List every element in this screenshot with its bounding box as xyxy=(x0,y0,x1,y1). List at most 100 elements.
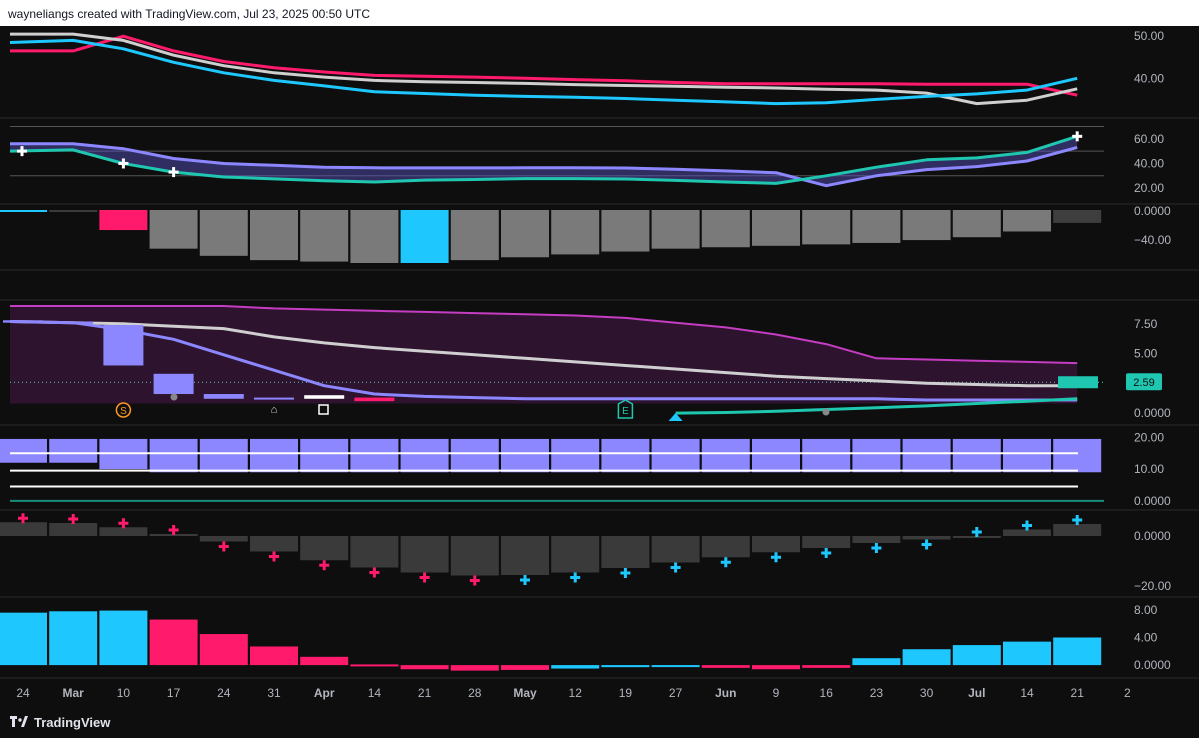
histogram-bar xyxy=(601,210,650,252)
y-tick-label: 4.00 xyxy=(1134,631,1158,645)
histogram-bar xyxy=(902,210,951,241)
tradingview-logo-icon xyxy=(10,716,28,727)
candle-body xyxy=(304,395,345,399)
histogram-bar xyxy=(852,658,901,666)
candle-body xyxy=(354,397,395,402)
range-bar xyxy=(400,438,449,473)
panel-1-series-line xyxy=(9,38,1078,106)
histogram-bar xyxy=(802,536,851,548)
y-tick-label: 40.00 xyxy=(1134,156,1164,170)
signal-e-label: E xyxy=(622,406,629,417)
histogram-bar xyxy=(1003,641,1051,666)
range-bar xyxy=(752,438,800,473)
signal-marker xyxy=(18,513,28,524)
panel-4-upper-band xyxy=(10,305,1078,365)
histogram-bar xyxy=(651,210,700,249)
signal-marker xyxy=(168,525,179,535)
y-tick-label: 5.00 xyxy=(1134,347,1158,361)
y-tick-label: 20.00 xyxy=(1134,181,1164,195)
histogram-bar xyxy=(701,665,750,668)
signal-marker xyxy=(1022,520,1032,531)
signal-marker xyxy=(269,551,279,562)
histogram-bar xyxy=(852,210,901,243)
histogram-bar xyxy=(99,210,148,231)
last-value-label: 2.59 xyxy=(1133,377,1154,389)
x-tick-label: 14 xyxy=(368,686,382,700)
histogram-bar xyxy=(49,611,98,666)
chart-caption: wayneliangs created with TradingView.com… xyxy=(0,0,1199,26)
signal-marker xyxy=(369,567,380,578)
y-tick-label: 0.0000 xyxy=(1134,658,1171,672)
histogram-bar xyxy=(350,536,399,568)
histogram-bar xyxy=(651,536,700,563)
x-tick-label: 12 xyxy=(569,686,583,700)
range-bar xyxy=(1003,438,1051,473)
histogram-bar xyxy=(450,536,499,576)
footer: TradingView xyxy=(0,706,1199,738)
x-tick-label: 17 xyxy=(167,686,181,700)
y-tick-label: 40.00 xyxy=(1134,71,1164,85)
histogram-bar xyxy=(300,210,349,262)
signal-marker xyxy=(971,527,982,537)
histogram-bar xyxy=(350,664,399,667)
histogram-bar xyxy=(400,536,449,573)
signal-marker xyxy=(620,568,631,578)
histogram-bar xyxy=(601,665,650,668)
triangle-marker xyxy=(668,413,683,421)
signal-marker xyxy=(821,548,832,558)
panel-2-series-line xyxy=(10,142,1078,188)
dot-marker xyxy=(822,408,830,416)
histogram-bar xyxy=(0,210,47,212)
dot-marker xyxy=(170,393,178,401)
last-value-tag xyxy=(1126,373,1162,391)
signal-s-label: S xyxy=(120,406,127,417)
square-marker xyxy=(318,404,329,415)
histogram-bar xyxy=(1003,210,1051,232)
signal-marker xyxy=(419,572,430,583)
range-bar xyxy=(601,438,650,473)
candle-body xyxy=(254,397,294,400)
y-tick-label: −20.00 xyxy=(1134,579,1171,593)
candle-body xyxy=(103,325,144,366)
histogram-bar xyxy=(701,210,750,248)
histogram-bar xyxy=(350,210,399,263)
signal-marker xyxy=(319,560,330,571)
histogram-bar xyxy=(300,656,349,666)
histogram-bar xyxy=(501,665,549,670)
panel-2-series-line xyxy=(9,134,1078,185)
signal-e-marker xyxy=(617,399,634,419)
y-tick-label: −40.00 xyxy=(1134,233,1171,247)
range-bar xyxy=(952,438,1001,473)
x-tick-label: 14 xyxy=(1020,686,1034,700)
x-tick-label: Jun xyxy=(715,686,736,700)
last-bar xyxy=(1058,376,1098,389)
histogram-bar xyxy=(601,536,650,568)
panel-1-series-line xyxy=(10,32,1078,106)
range-bar xyxy=(450,438,499,473)
range-bar xyxy=(852,438,901,473)
range-bar xyxy=(1053,438,1102,473)
x-tick-label: Jul xyxy=(968,686,985,700)
histogram-bar xyxy=(752,665,800,670)
range-bar xyxy=(902,438,951,473)
flask-marker: ⌂ xyxy=(271,404,278,416)
y-tick-label: 10.00 xyxy=(1134,462,1164,476)
histogram-bar xyxy=(902,649,951,666)
y-tick-label: 8.00 xyxy=(1134,603,1158,617)
range-bar xyxy=(0,438,47,463)
histogram-bar xyxy=(99,610,148,666)
x-tick-label: 9 xyxy=(773,686,780,700)
y-tick-label: 0.0000 xyxy=(1134,494,1171,508)
signal-marker xyxy=(1072,131,1083,142)
footer-brand: TradingView xyxy=(34,714,111,730)
x-tick-label: 19 xyxy=(619,686,633,700)
range-bar xyxy=(701,438,750,473)
signal-marker xyxy=(1072,515,1083,525)
signal-marker xyxy=(17,146,27,157)
signal-marker xyxy=(218,541,229,552)
histogram-bar xyxy=(551,536,600,573)
signal-marker xyxy=(520,575,530,585)
candle-body xyxy=(53,321,94,324)
signal-marker xyxy=(720,557,731,568)
